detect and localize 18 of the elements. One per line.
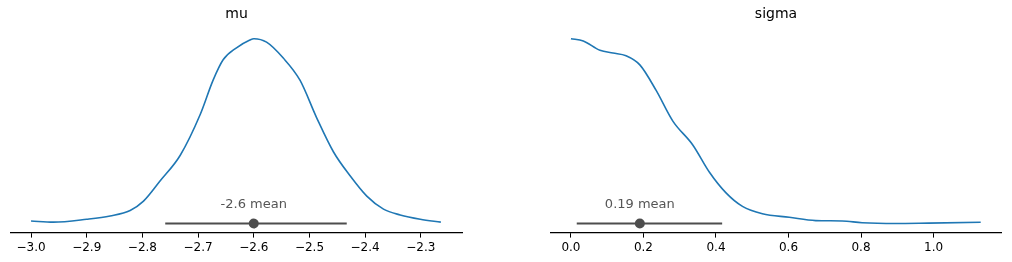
x-tick-label: −2.9	[72, 239, 102, 254]
x-tick-label: −2.3	[406, 239, 436, 254]
x-tick-label: 0.0	[561, 239, 581, 254]
chart-title: mu	[225, 5, 248, 22]
x-tick-label: −3.0	[16, 239, 46, 254]
x-tick-label: 0.4	[706, 239, 726, 254]
x-tick-label: 0.8	[851, 239, 871, 254]
annotation: -2.6 mean	[220, 195, 287, 211]
annotation: 0.19 mean	[604, 195, 675, 211]
x-tick-label: −2.4	[350, 239, 380, 254]
chart-title: sigma	[754, 5, 798, 22]
x-tick-label: −2.8	[127, 239, 157, 254]
x-tick-label: 0.2	[633, 239, 654, 254]
x-tick-label: −2.6	[239, 239, 269, 254]
x-tick-label: 1.0	[924, 239, 944, 254]
x-tick-label: 0.6	[778, 239, 799, 254]
x-tick-label: −2.7	[183, 239, 213, 254]
x-tick-label: −2.5	[294, 239, 325, 254]
